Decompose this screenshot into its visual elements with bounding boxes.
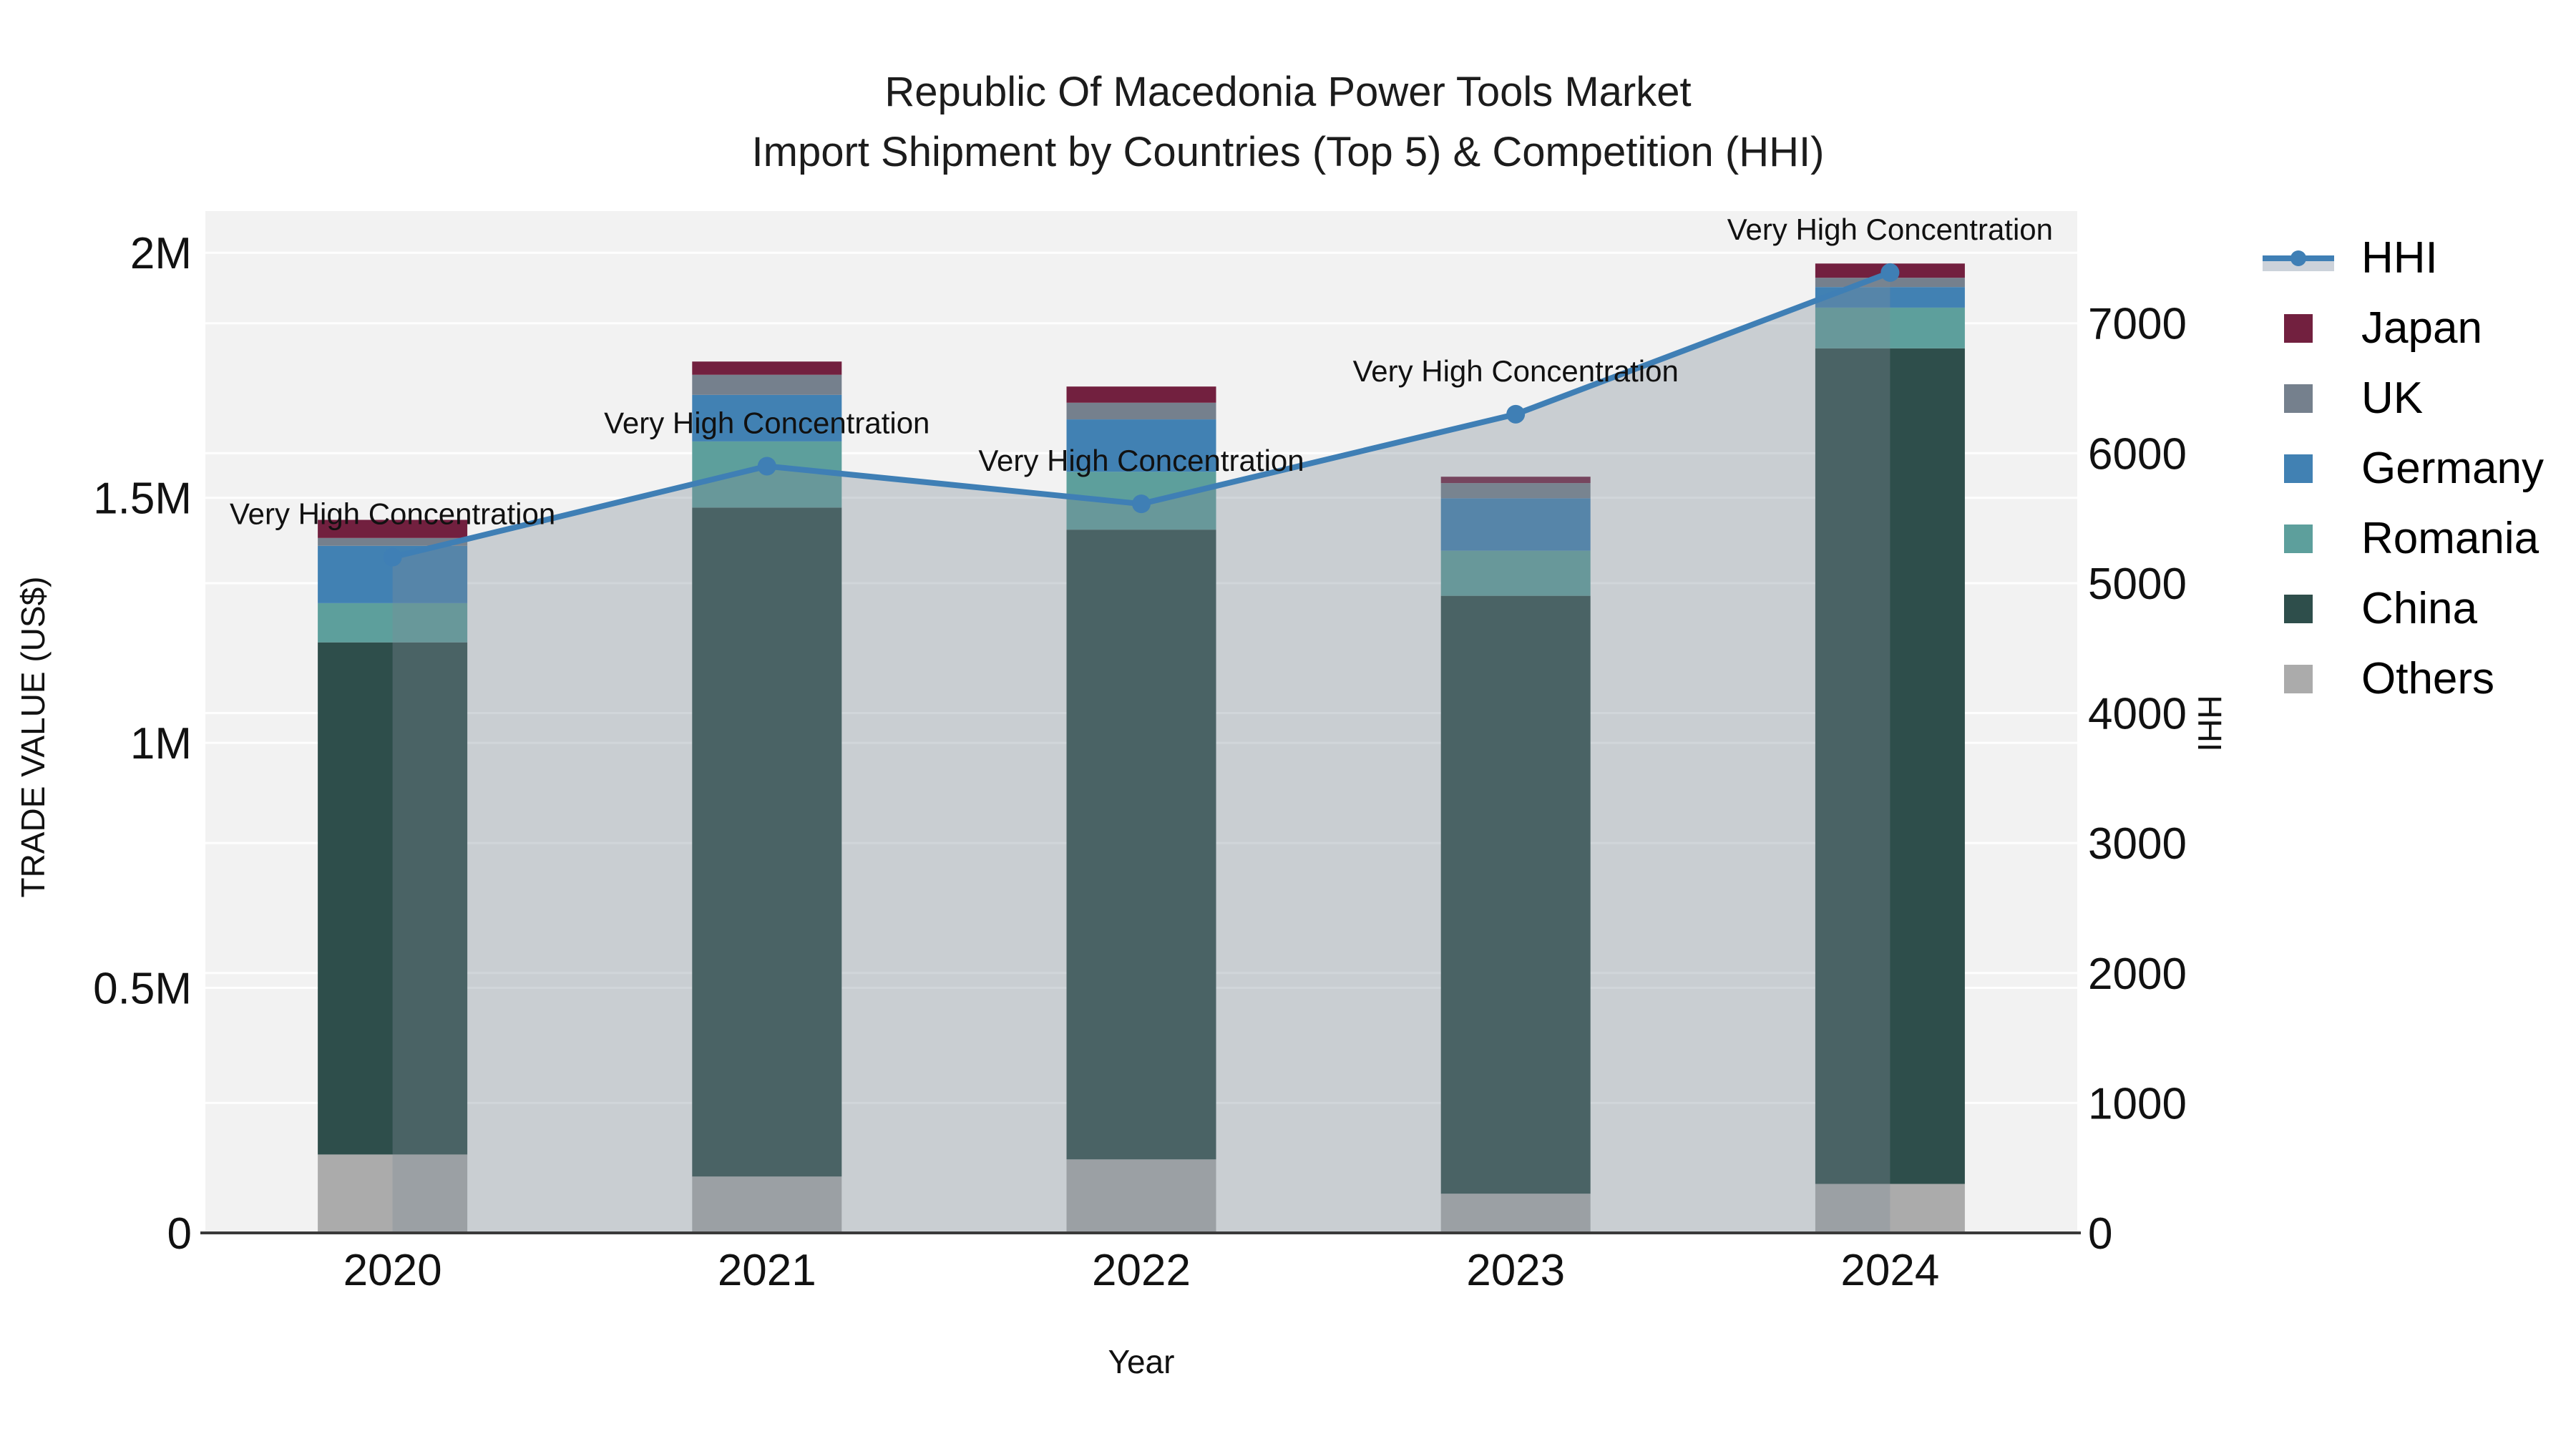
legend-label-others: Others <box>2361 654 2495 703</box>
y-right-tick-label: 3000 <box>2088 819 2187 869</box>
y-right-tick-label: 5000 <box>2088 560 2187 609</box>
y-left-tick-label: 0 <box>167 1209 192 1259</box>
bar-segment-germany-2023[interactable] <box>1440 498 1591 551</box>
x-tick-label-2020: 2020 <box>343 1246 442 1295</box>
swatch-uk <box>2284 384 2313 413</box>
bar-segment-uk-2020[interactable] <box>318 537 468 546</box>
y-right-tick-label: 6000 <box>2088 429 2187 479</box>
bar-segment-uk-2023[interactable] <box>1440 483 1591 499</box>
bar-segment-romania-2024[interactable] <box>1815 307 1965 348</box>
bar-segment-uk-2021[interactable] <box>692 374 842 395</box>
legend-item-others[interactable]: Others <box>2263 644 2544 714</box>
swatch-japan <box>2284 314 2313 343</box>
legend-item-uk[interactable]: UK <box>2263 364 2544 434</box>
others-swatch-icon <box>2263 658 2334 701</box>
bar-segment-others-2022[interactable] <box>1066 1159 1216 1233</box>
legend-item-japan[interactable]: Japan <box>2263 293 2544 364</box>
bar-segment-china-2020[interactable] <box>318 642 468 1155</box>
y-right-tick-label: 7000 <box>2088 300 2187 349</box>
legend-label-hhi: HHI <box>2361 233 2438 283</box>
bar-segment-japan-2021[interactable] <box>692 361 842 375</box>
swatch-others <box>2284 665 2313 693</box>
swatch-romania <box>2284 525 2313 553</box>
bar-segment-germany-2021[interactable] <box>692 394 842 441</box>
bar-segment-germany-2022[interactable] <box>1066 419 1216 472</box>
bar-segment-others-2023[interactable] <box>1440 1194 1591 1233</box>
legend-label-japan: Japan <box>2361 303 2482 353</box>
uk-swatch-icon <box>2263 377 2334 420</box>
x-tick-label-2024: 2024 <box>1840 1246 1939 1295</box>
x-tick-label-2021: 2021 <box>718 1246 816 1295</box>
hhi-line-legend-icon <box>2263 237 2334 280</box>
annotation-2021: Very High Concentration <box>604 406 930 440</box>
japan-swatch-icon <box>2263 307 2334 350</box>
bar-segment-china-2021[interactable] <box>692 507 842 1177</box>
legend: HHI Japan UK Germany Romania China Others <box>2263 223 2544 714</box>
hhi-marker-2023[interactable] <box>1506 404 1526 424</box>
bar-segment-china-2024[interactable] <box>1815 348 1965 1184</box>
bar-segment-uk-2022[interactable] <box>1066 402 1216 420</box>
y-left-tick-label: 2M <box>130 229 192 278</box>
bar-segment-others-2021[interactable] <box>692 1176 842 1233</box>
hhi-marker-2022[interactable] <box>1132 494 1151 514</box>
y-left-tick-label: 0.5M <box>93 965 192 1014</box>
legend-label-germany: Germany <box>2361 444 2544 493</box>
bar-segment-japan-2023[interactable] <box>1440 477 1591 484</box>
x-tick-label-2022: 2022 <box>1092 1246 1191 1295</box>
legend-item-romania[interactable]: Romania <box>2263 504 2544 574</box>
y-left-tick-label: 1M <box>130 719 192 769</box>
bar-segment-china-2023[interactable] <box>1440 595 1591 1194</box>
y-right-tick-label: 0 <box>2088 1209 2112 1259</box>
annotation-2023: Very High Concentration <box>1353 354 1679 388</box>
annotation-2024: Very High Concentration <box>1727 213 2053 246</box>
swatch-germany <box>2284 454 2313 483</box>
bar-segment-others-2024[interactable] <box>1815 1184 1965 1233</box>
bar-segment-japan-2020[interactable] <box>318 519 468 538</box>
legend-label-romania: Romania <box>2361 514 2540 563</box>
chart-title-line2: Import Shipment by Countries (Top 5) & C… <box>751 129 1825 175</box>
hhi-line-marker-icon <box>2263 250 2334 271</box>
x-axis-title: Year <box>1108 1343 1175 1380</box>
china-swatch-icon <box>2263 587 2334 630</box>
y-right-tick-label: 1000 <box>2088 1079 2187 1128</box>
y-right-axis-title: HHI <box>2191 695 2228 752</box>
bar-segment-japan-2022[interactable] <box>1066 386 1216 403</box>
hhi-area-fill <box>392 272 1890 1233</box>
legend-item-germany[interactable]: Germany <box>2263 434 2544 504</box>
y-right-tick-label: 2000 <box>2088 950 2187 999</box>
bar-segment-china-2022[interactable] <box>1066 530 1216 1160</box>
swatch-china <box>2284 595 2313 623</box>
annotation-2020: Very High Concentration <box>230 497 555 531</box>
bar-segment-romania-2023[interactable] <box>1440 550 1591 596</box>
hhi-marker-2020[interactable] <box>383 547 402 567</box>
legend-item-china[interactable]: China <box>2263 574 2544 644</box>
hhi-marker-2024[interactable] <box>1880 263 1900 282</box>
bar-segment-romania-2020[interactable] <box>318 602 468 643</box>
y-left-tick-label: 1.5M <box>93 474 192 524</box>
y-left-axis-title: TRADE VALUE (US$) <box>14 576 52 898</box>
annotation-2022: Very High Concentration <box>978 444 1304 477</box>
y-right-tick-label: 4000 <box>2088 690 2187 739</box>
chart-title-line1: Republic Of Macedonia Power Tools Market <box>884 69 1692 115</box>
x-tick-label-2023: 2023 <box>1466 1246 1565 1295</box>
legend-label-china: China <box>2361 584 2477 633</box>
hhi-marker-2021[interactable] <box>757 457 776 476</box>
romania-swatch-icon <box>2263 517 2334 560</box>
legend-item-hhi[interactable]: HHI <box>2263 223 2544 293</box>
germany-swatch-icon <box>2263 447 2334 490</box>
bar-segment-others-2020[interactable] <box>318 1154 468 1233</box>
legend-label-uk: UK <box>2361 374 2424 423</box>
